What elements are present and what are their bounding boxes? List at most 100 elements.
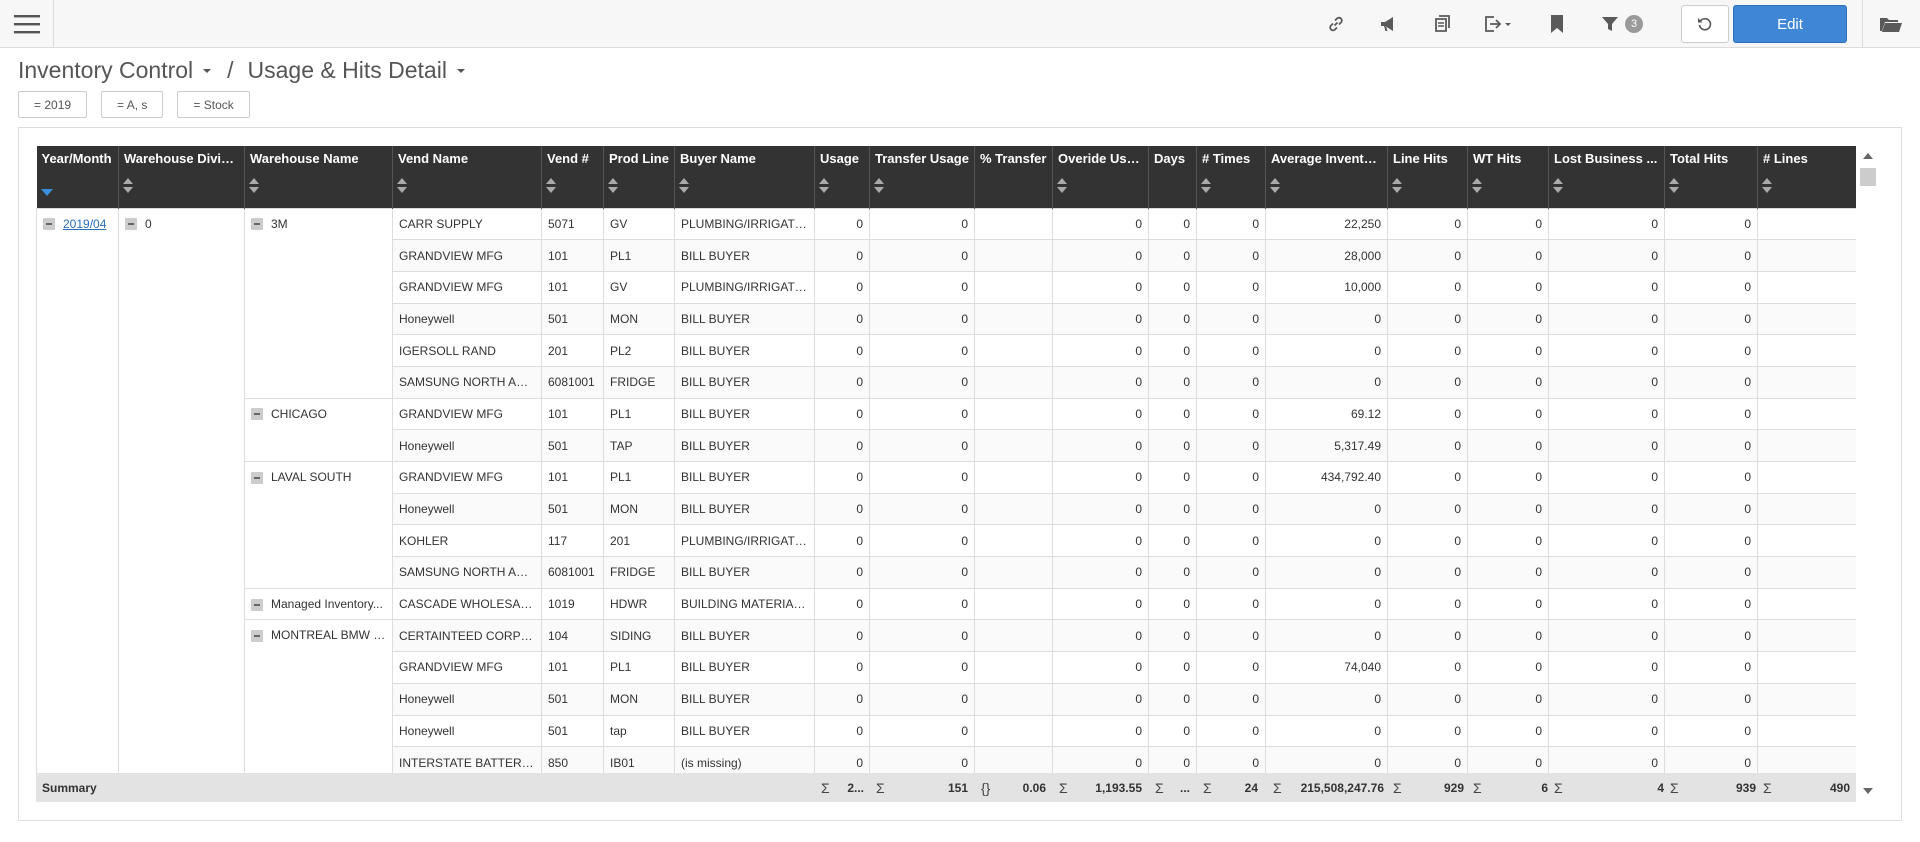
sort-icon[interactable] (679, 178, 689, 196)
cell-line-hits: 0 (1387, 461, 1468, 494)
edit-button[interactable]: Edit (1733, 5, 1847, 43)
col-header-lost-business[interactable]: Lost Business ... (1548, 146, 1665, 208)
sort-icon[interactable] (874, 178, 884, 196)
col-header-year-month[interactable]: Year/Month (36, 146, 119, 208)
summary-times: 24 (1244, 780, 1258, 795)
breadcrumb-current-dropdown-icon[interactable] (456, 68, 465, 73)
cell-average-inventory: 0 (1265, 619, 1388, 653)
table-row[interactable]: GRANDVIEW MFG 101 PL1 BILL BUYER 0 0 0 0 0 74,040… (37, 651, 1856, 684)
scrollbar-thumb[interactable] (1860, 168, 1876, 186)
sort-icon[interactable] (546, 178, 556, 196)
cell-override-usage: 0 (1052, 619, 1149, 653)
link-button[interactable] (1324, 10, 1348, 38)
table-row[interactable]: 2019/04 0 3M CARR SUPPLY 5071 GV PLUMBING/IRRI… (36, 207, 1856, 779)
cell-line-hits: 0 (1387, 239, 1468, 272)
collapse-icon[interactable] (251, 218, 263, 231)
col-header-lines[interactable]: # Lines (1757, 146, 1856, 208)
col-header-prod-line[interactable]: Prod Line (603, 146, 675, 208)
table-row[interactable]: Honeywell 501 TAP BILL BUYER 0 0 0 0 0 5,317.49 0 0… (37, 429, 1856, 462)
refresh-button[interactable] (1681, 5, 1729, 43)
col-header-transfer-usage[interactable]: Transfer Usage (869, 146, 975, 208)
collapse-icon[interactable] (43, 218, 55, 231)
col-header-buyer-name[interactable]: Buyer Name (674, 146, 815, 208)
copy-button[interactable] (1430, 10, 1454, 38)
cell-wt-hits: 0 (1467, 587, 1549, 621)
folder-button[interactable] (1878, 10, 1904, 38)
table-row[interactable]: SAMSUNG NORTH AME... 6081001 FRIDGE BILL BU… (37, 556, 1856, 589)
cell-times: 0 (1196, 492, 1266, 526)
collapse-icon[interactable] (251, 471, 263, 484)
top-toolbar: 3 Edit (0, 0, 1920, 48)
sort-desc-icon[interactable] (40, 189, 53, 196)
summary-total-hits: 939 (1735, 780, 1756, 795)
col-header-average-inventory[interactable]: Average Inventory (1265, 146, 1388, 208)
sort-icon[interactable] (1472, 178, 1482, 196)
col-header-vend-name[interactable]: Vend Name (392, 146, 542, 208)
sort-icon[interactable] (1669, 178, 1679, 196)
sort-icon[interactable] (249, 178, 259, 196)
cell-times: 0 (1196, 397, 1266, 431)
sort-icon[interactable] (397, 178, 407, 196)
breadcrumb-parent-dropdown-icon[interactable] (203, 68, 212, 73)
sort-icon[interactable] (123, 178, 133, 196)
breadcrumb-parent[interactable]: Inventory Control (18, 57, 194, 83)
col-header-wt-hits[interactable]: WT Hits (1467, 146, 1549, 208)
scroll-up-icon[interactable] (1863, 153, 1873, 159)
filter-chip-year[interactable]: = 2019 (18, 91, 88, 118)
col-header-warehouse-division[interactable]: Warehouse Divisi... (118, 146, 245, 208)
col-header-pct-transfer[interactable]: % Transfer (974, 146, 1053, 208)
cell-line-hits: 0 (1387, 619, 1468, 653)
table-row[interactable]: Honeywell 501 MON BILL BUYER 0 0 0 0 0 0 0 0 0 0 (37, 682, 1856, 716)
col-header-usage[interactable]: Usage (814, 146, 870, 208)
collapse-icon[interactable] (251, 408, 263, 421)
table-row[interactable]: SAMSUNG NORTH AME... 6081001 FRIDGE BILL BU… (37, 365, 1856, 399)
col-header-override-usage[interactable]: Overide Usa... (1052, 146, 1149, 208)
cell-override-usage: 0 (1052, 365, 1149, 399)
sort-icon[interactable] (1270, 178, 1280, 196)
table-row[interactable]: KOHLER 117 201 PLUMBING/IRRIGATION 0 0 0 0 0 0 0 0 0… (37, 524, 1856, 558)
cell-vend-name: Honeywell (392, 492, 542, 526)
sort-icon[interactable] (819, 178, 829, 196)
sort-icon[interactable] (1201, 178, 1211, 196)
announce-button[interactable] (1377, 10, 1401, 38)
collapse-icon[interactable] (251, 630, 263, 643)
col-header-vend-num[interactable]: Vend # (541, 146, 604, 208)
filter-chip-stock[interactable]: = Stock (177, 91, 250, 118)
cell-vend-name: KOHLER (392, 524, 542, 558)
table-row[interactable]: LAVAL SOUTH GRANDVIEW MFG 101 PL1 BILL BUYER… (37, 461, 1856, 589)
table-row[interactable]: GRANDVIEW MFG 101 PL1 BILL BUYER 0 0 0 0 0 28,000… (37, 239, 1856, 272)
sort-icon[interactable] (1057, 178, 1067, 196)
sort-icon[interactable] (1553, 178, 1563, 196)
menu-button[interactable] (0, 0, 54, 48)
year-month-link[interactable]: 2019/04 (63, 216, 107, 231)
col-header-line-hits[interactable]: Line Hits (1387, 146, 1468, 208)
cell-wt-hits: 0 (1467, 270, 1549, 304)
table-row[interactable]: Honeywell 501 MON BILL BUYER 0 0 0 0 0 0 0 0 0 0 (37, 492, 1856, 526)
table-row[interactable]: Managed Inventory... CASCADE WHOLESALE ..… (37, 587, 1856, 621)
bookmark-button[interactable] (1547, 10, 1567, 38)
cell-total-hits: 0 (1664, 682, 1758, 716)
collapse-icon[interactable] (251, 598, 263, 611)
table-row[interactable]: CHICAGO GRANDVIEW MFG 101 PL1 BILL BUYER 0 0 0 0… (37, 397, 1856, 462)
filter-chip-abc[interactable]: = A, s (101, 91, 164, 118)
cell-vend-name: SAMSUNG NORTH AME... (392, 556, 542, 589)
filter-button[interactable]: 3 (1599, 10, 1645, 38)
cell-warehouse-group: CHICAGO (244, 397, 393, 462)
cell-pct-transfer (974, 334, 1053, 367)
sort-icon[interactable] (608, 178, 618, 196)
scroll-down-icon[interactable] (1863, 788, 1873, 794)
col-header-total-hits[interactable]: Total Hits (1664, 146, 1758, 208)
col-header-days[interactable]: Days (1148, 146, 1197, 208)
cell-lost-business: 0 (1548, 524, 1665, 558)
vertical-scrollbar[interactable] (1858, 146, 1878, 804)
export-button[interactable] (1480, 10, 1516, 38)
cell-pct-transfer (974, 461, 1053, 494)
col-header-warehouse-name[interactable]: Warehouse Name (244, 146, 393, 208)
table-row[interactable]: MONTREAL BMW - ... CERTAINTEED CORPOR... 1… (37, 619, 1856, 779)
cell-usage: 0 (814, 587, 870, 621)
sort-icon[interactable] (1762, 178, 1772, 196)
collapse-icon[interactable] (125, 218, 137, 231)
sort-icon[interactable] (1392, 178, 1402, 196)
col-header-times[interactable]: # Times (1196, 146, 1266, 208)
breadcrumb-current[interactable]: Usage & Hits Detail (247, 57, 447, 83)
